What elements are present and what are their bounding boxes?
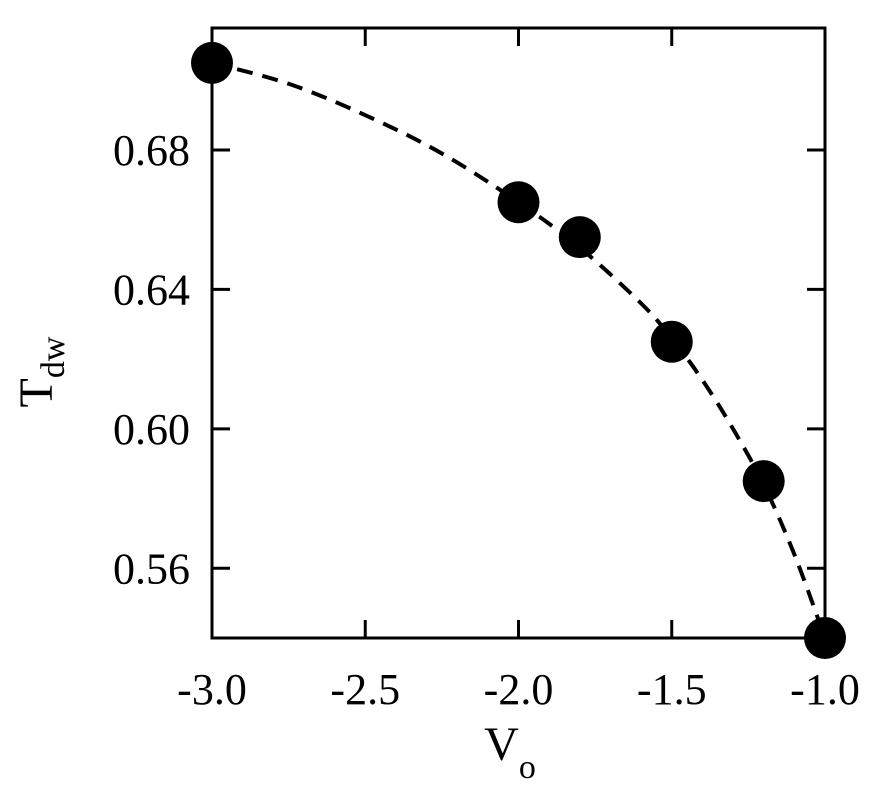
data-point [558,216,601,259]
x-tick-label: -1.0 [790,665,860,714]
data-point [804,617,846,659]
data-point [742,460,785,503]
y-tick-label: 0.64 [113,265,190,314]
y-tick-label: 0.60 [113,405,190,454]
x-axis-label: Vo [484,718,536,786]
fit-curve-dashed [211,60,827,639]
data-series [191,41,846,659]
x-tick-label: -1.5 [637,665,707,714]
data-point [497,181,540,224]
data-point [191,41,233,84]
x-tick-label: -2.5 [330,665,400,714]
x-tick-label: -2.0 [484,665,554,714]
y-axis-label: Tdw [10,336,72,407]
x-tick-label: -3.0 [177,665,247,714]
axis-ticks [210,28,827,638]
data-point [650,320,693,363]
x-axis-label-main: V [484,718,519,771]
y-axis-label-main: T [10,378,63,407]
x-axis-label-sub: o [519,749,536,786]
y-tick-label: 0.68 [113,126,190,175]
plot-frame [210,26,827,640]
y-tick-label: 0.56 [113,544,190,593]
tick-labels: -3.0 -2.5 -2.0 -1.5 -1.0 0.56 0.60 0.64 0.68 [113,126,860,714]
y-axis-label-sub: dw [35,336,72,378]
